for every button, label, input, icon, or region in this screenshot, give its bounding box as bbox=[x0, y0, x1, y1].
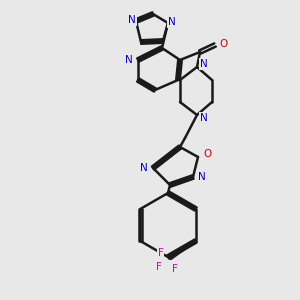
Text: N: N bbox=[200, 113, 208, 123]
Text: N: N bbox=[125, 55, 133, 65]
Text: O: O bbox=[219, 39, 227, 49]
Text: N: N bbox=[140, 163, 148, 173]
Text: F: F bbox=[172, 264, 178, 274]
Text: N: N bbox=[168, 17, 176, 27]
Text: O: O bbox=[203, 149, 211, 159]
Text: N: N bbox=[198, 172, 206, 182]
Text: N: N bbox=[128, 15, 136, 25]
Text: N: N bbox=[200, 59, 208, 69]
Text: F: F bbox=[156, 262, 162, 272]
Text: F: F bbox=[158, 248, 164, 258]
